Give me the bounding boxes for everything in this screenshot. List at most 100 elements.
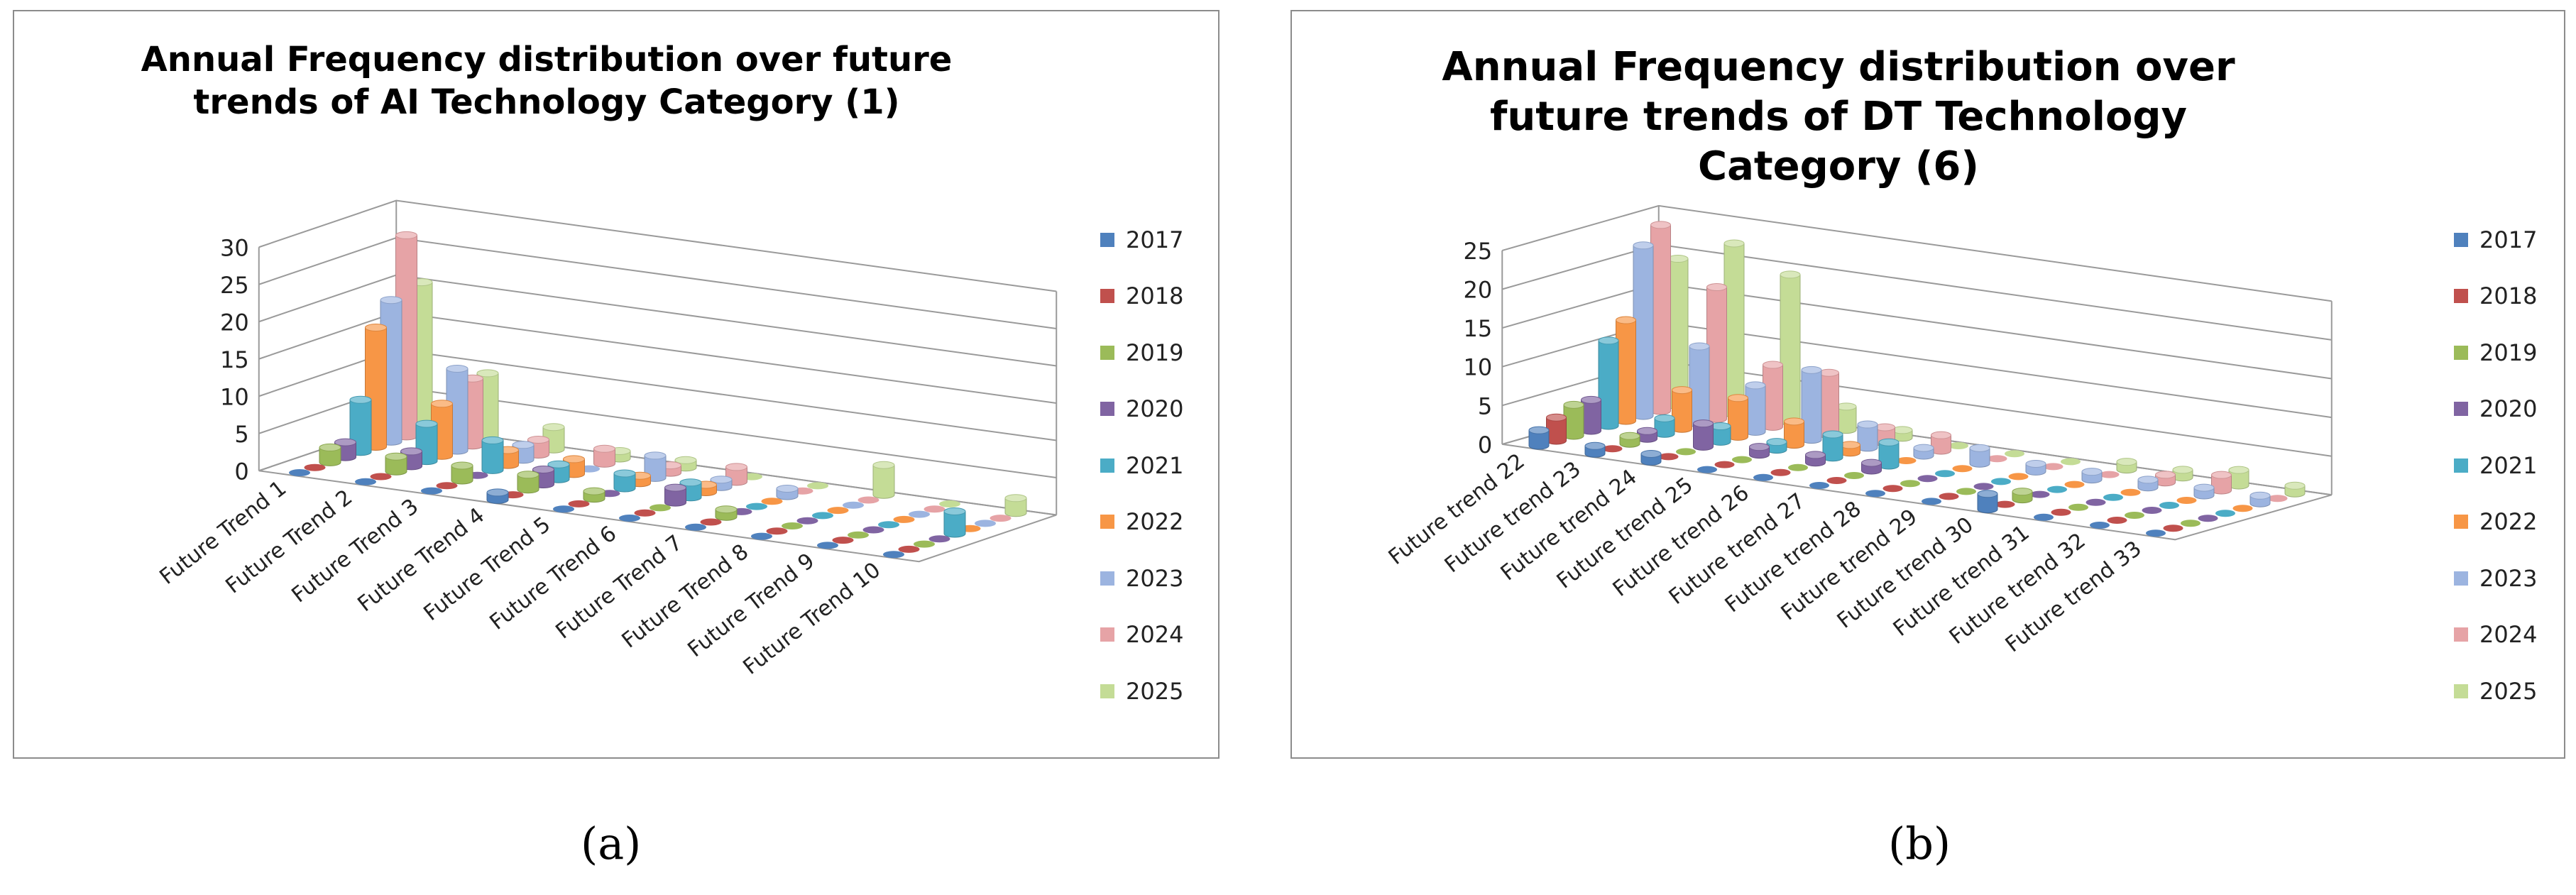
bar-2023-8: [2025, 459, 2046, 476]
bar-2018-8: [1939, 493, 1959, 500]
bar-2021-5: [613, 469, 636, 493]
legend-item: 2022: [2454, 494, 2537, 551]
bar-base: [2051, 508, 2071, 516]
bar-2019-12: [2181, 520, 2200, 527]
bar-base: [2181, 520, 2200, 527]
bar-2025-4: [1836, 402, 1857, 434]
bar-top: [1913, 444, 1934, 452]
chart-title-b: Annual Frequency distribution over futur…: [1442, 44, 2235, 190]
bar-2019-9: [2012, 488, 2033, 504]
bar-2024-12: [2267, 495, 2288, 503]
bar-base: [2267, 495, 2288, 503]
bar-top: [547, 460, 570, 468]
bar-2022-8: [2008, 473, 2029, 481]
bar-top: [1840, 441, 1860, 449]
bar-2017-11: [2090, 522, 2110, 529]
bar-2022-3: [1728, 394, 1748, 441]
bar-top: [563, 455, 585, 463]
bar-top: [2193, 483, 2215, 492]
bar-2022-12: [2232, 505, 2253, 512]
bar-top: [1819, 368, 1839, 377]
bar-2024-4: [1819, 368, 1839, 439]
bar-2020-11: [2142, 507, 2162, 514]
bar-2018-10: [2051, 508, 2071, 516]
legend-b: 2017 2018 2019 2020 2021 2022 2023 2024 2025: [2454, 212, 2537, 720]
legend-item: 2019: [2454, 324, 2537, 381]
bar-2020-8: [796, 517, 818, 525]
chart-title-a: Annual Frequency distribution over futur…: [141, 40, 953, 122]
bar-base: [1995, 500, 2015, 508]
bar-top: [1581, 395, 1601, 404]
bar-2023-8: [843, 501, 864, 509]
bar-base: [2043, 463, 2063, 471]
bar-body: [1650, 224, 1671, 415]
legend-label: 2017: [2479, 226, 2538, 253]
bar-2018-8: [766, 527, 788, 535]
bar-2018-7: [700, 518, 722, 526]
bar-top: [415, 419, 438, 428]
bar-top: [1637, 427, 1657, 435]
bar-top: [1528, 426, 1550, 434]
bar-body: [385, 456, 407, 476]
bar-base: [883, 551, 904, 559]
bar-2025-7: [807, 482, 828, 490]
bar-top: [527, 436, 549, 444]
bar-top: [1667, 255, 1689, 263]
bar-base: [2090, 522, 2110, 529]
bar-2017-7: [685, 523, 706, 531]
bar-2024-6: [1931, 431, 1951, 455]
bar-top: [1672, 386, 1692, 395]
chart-panel-b: 0 5 10 15 20 25 Future trend 22 Future trend 23…: [1290, 10, 2565, 759]
bar-top: [1546, 413, 1567, 422]
legend-item: 2018: [1100, 268, 1183, 325]
bar-2025-6: [1949, 442, 1968, 449]
bar-top: [2116, 458, 2137, 466]
bar-base: [634, 509, 656, 517]
bar-top: [1706, 283, 1727, 292]
y-tick-label: 10: [1464, 354, 1493, 381]
bar-top: [319, 443, 341, 451]
bar-base: [1697, 466, 1717, 473]
bar-2020-2: [1637, 427, 1657, 443]
legend-label: 2021: [1126, 451, 1184, 479]
bar-2017-9: [817, 542, 838, 549]
bar-body: [1822, 434, 1843, 462]
legend-label: 2019: [2479, 339, 2538, 366]
bar-base: [2198, 515, 2218, 522]
bar-base: [1658, 453, 1679, 461]
bar-top: [486, 488, 509, 497]
bar-top: [1654, 414, 1675, 422]
bar-2023-7: [1969, 444, 1990, 468]
bar-base: [1882, 485, 1903, 493]
legend-item: 2017: [2454, 212, 2537, 268]
legend-swatch: [2454, 232, 2468, 247]
bar-top: [664, 483, 686, 492]
bar-2021-9: [2047, 485, 2067, 493]
bar-body: [1633, 245, 1654, 420]
bar-2021-2: [415, 419, 438, 466]
bar-2021-7: [1935, 470, 1955, 478]
bar-2021-8: [812, 512, 833, 520]
bar-base: [898, 545, 920, 553]
bar-base: [761, 498, 783, 505]
bar-base: [832, 537, 854, 544]
y-tick-label: 5: [234, 421, 248, 448]
bar-2025-11: [2228, 466, 2249, 490]
bar-2021-10: [2103, 493, 2123, 501]
bar-body: [451, 465, 473, 485]
bar-top: [613, 469, 636, 478]
bar-base: [650, 504, 671, 512]
bar-2018-12: [2163, 525, 2183, 532]
bar-base: [2029, 490, 2050, 498]
bar-top: [395, 231, 417, 239]
legend-label: 2022: [2479, 508, 2538, 536]
bar-base: [2146, 529, 2166, 537]
bar-top: [1728, 394, 1748, 402]
bar-body: [1723, 243, 1745, 418]
bar-base: [1676, 448, 1696, 456]
legend-label: 2025: [1126, 677, 1184, 705]
bar-base: [782, 522, 803, 529]
bar-2024-9: [2099, 471, 2120, 478]
bar-base: [766, 527, 788, 535]
x-tick-label: Future Trend 1: [155, 476, 292, 589]
